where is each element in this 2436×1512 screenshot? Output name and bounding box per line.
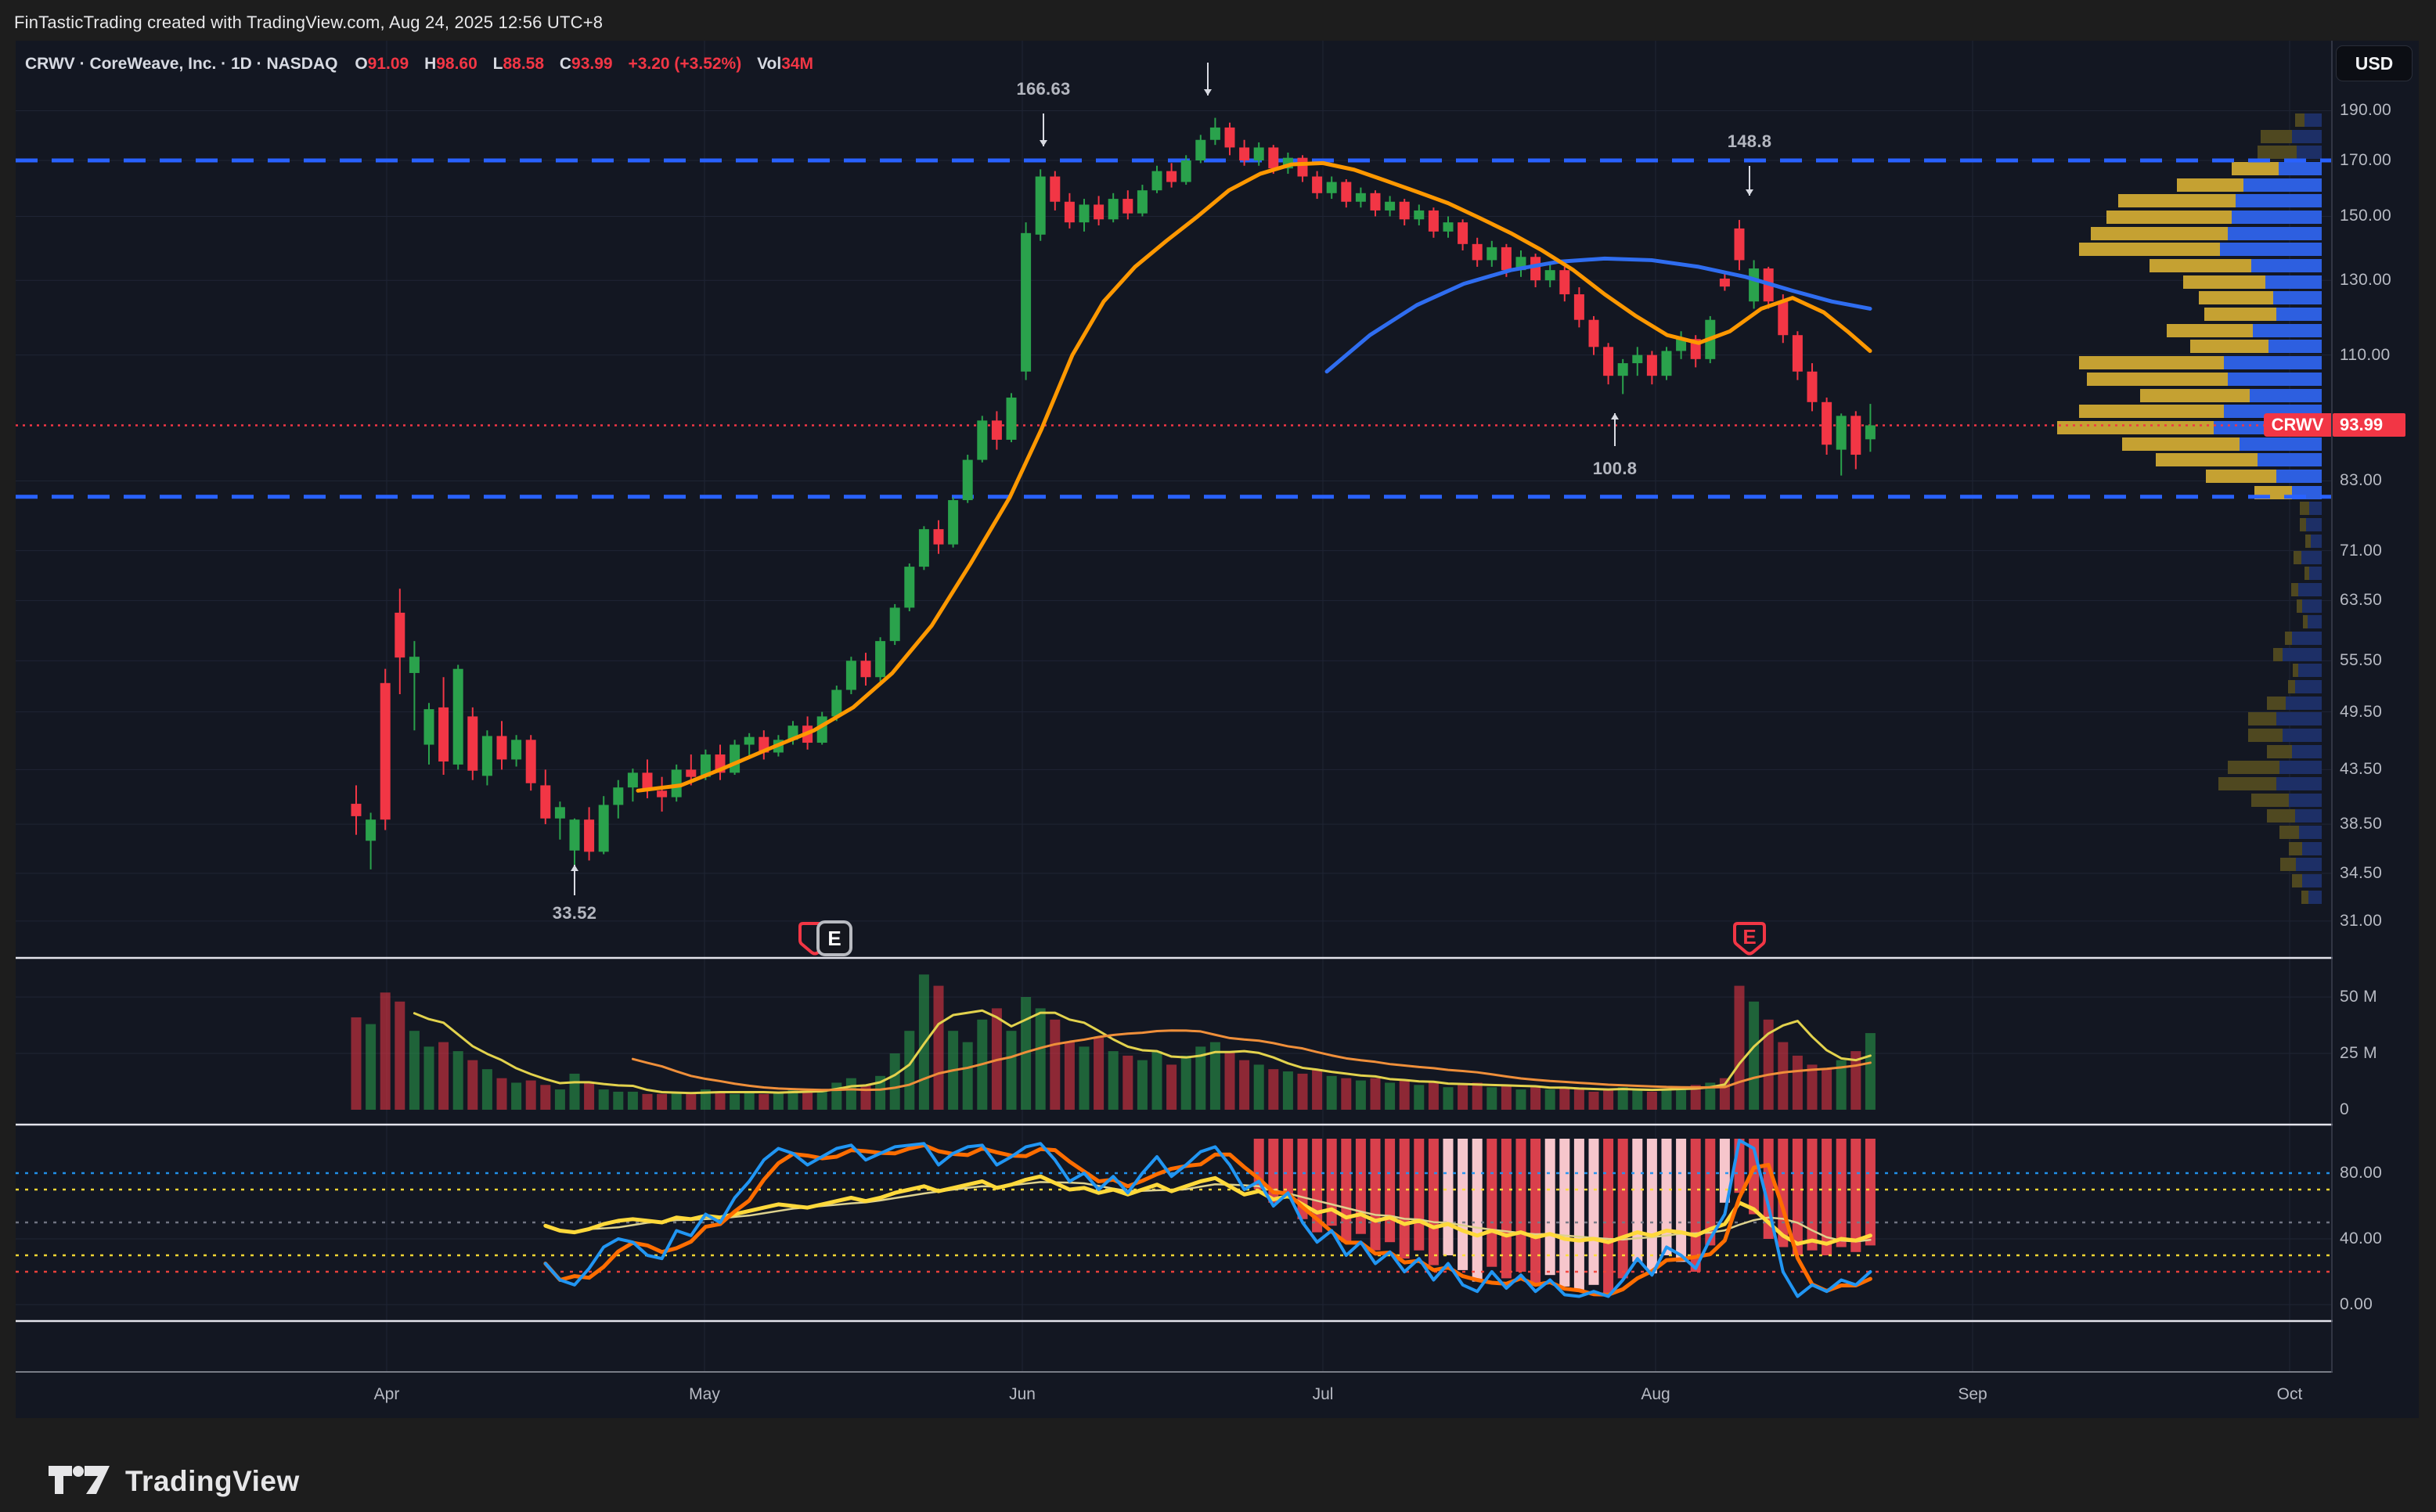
tradingview-logo[interactable]: TradingView — [49, 1465, 300, 1498]
volume-tick-label: 0 — [2340, 1100, 2349, 1118]
change-value: +3.20 (+3.52%) — [628, 55, 742, 73]
footer-bar: TradingView — [0, 1418, 2436, 1512]
time-axis[interactable]: Apr May Jun Jul Aug Sep Oct — [16, 1373, 2419, 1418]
price-tick-label: 49.50 — [2340, 702, 2383, 721]
low-value: 88.58 — [503, 55, 545, 73]
month-label: Sep — [1958, 1385, 1987, 1403]
month-label: Aug — [1641, 1385, 1670, 1403]
price-tick-label: 31.00 — [2340, 911, 2383, 930]
currency-button[interactable]: USD — [2336, 45, 2413, 81]
price-tick-label: 63.50 — [2340, 591, 2383, 610]
month-label: Jul — [1312, 1385, 1334, 1403]
month-label: Apr — [373, 1385, 400, 1403]
price-tick-label: 38.50 — [2340, 815, 2383, 833]
price-tick-label: 150.00 — [2340, 207, 2392, 225]
header-bar: FinTasticTrading created with TradingVie… — [0, 0, 2436, 41]
volume-value: 34M — [781, 55, 814, 73]
price-tick-label: 43.50 — [2340, 760, 2383, 779]
price-tick-label: 83.00 — [2340, 471, 2383, 490]
price-tick-label: 110.00 — [2340, 345, 2391, 364]
osc-tick-label: 0.00 — [2340, 1295, 2373, 1313]
price-axis[interactable]: USD 93.99 190.00 170.00 150.00 130.00 110.00… — [2333, 41, 2419, 1418]
volume-label: Vol — [757, 55, 782, 73]
price-annotation: 100.8 — [1592, 459, 1638, 478]
volume-tick-label: 50 M — [2340, 988, 2377, 1006]
close-label: C — [559, 55, 572, 73]
right-margin — [2419, 41, 2436, 1418]
price-tick-label: 130.00 — [2340, 271, 2392, 290]
price-tick-label: 34.50 — [2340, 863, 2383, 882]
symbol-price-flag: CRWV — [2264, 413, 2331, 437]
price-annotation: 148.8 — [1727, 131, 1772, 151]
price-annotation: 166.63 — [1016, 79, 1071, 99]
month-label: Oct — [2276, 1385, 2303, 1403]
volume-tick-label: 25 M — [2340, 1044, 2377, 1062]
osc-tick-label: 80.00 — [2340, 1164, 2383, 1182]
open-value: 91.09 — [367, 55, 409, 73]
tradingview-logo-icon — [49, 1466, 110, 1494]
symbol-title[interactable]: CRWV · CoreWeave, Inc. · 1D · NASDAQ — [25, 55, 338, 73]
open-label: O — [355, 55, 368, 73]
page-title: FinTasticTrading created with TradingVie… — [14, 13, 604, 32]
month-label: May — [689, 1385, 720, 1403]
close-value: 93.99 — [571, 55, 613, 73]
tradingview-logo-text: TradingView — [125, 1465, 300, 1497]
price-tick-label: 190.00 — [2340, 101, 2392, 120]
osc-tick-label: 40.00 — [2340, 1229, 2383, 1247]
low-label: L — [492, 55, 503, 73]
annotation-layer: 166.63 148.8 100.8 33.52 — [16, 41, 2331, 958]
month-label: Jun — [1009, 1385, 1036, 1403]
symbol-legend: CRWV · CoreWeave, Inc. · 1D · NASDAQ O91… — [25, 55, 824, 78]
price-tick-label: 170.00 — [2340, 151, 2392, 169]
high-label: H — [424, 55, 437, 73]
price-tick-label: 71.00 — [2340, 541, 2383, 560]
price-annotation: 33.52 — [552, 903, 597, 923]
price-tick-label: 55.50 — [2340, 651, 2383, 670]
last-price-badge: 93.99 — [2333, 413, 2405, 437]
high-value: 98.60 — [436, 55, 477, 73]
